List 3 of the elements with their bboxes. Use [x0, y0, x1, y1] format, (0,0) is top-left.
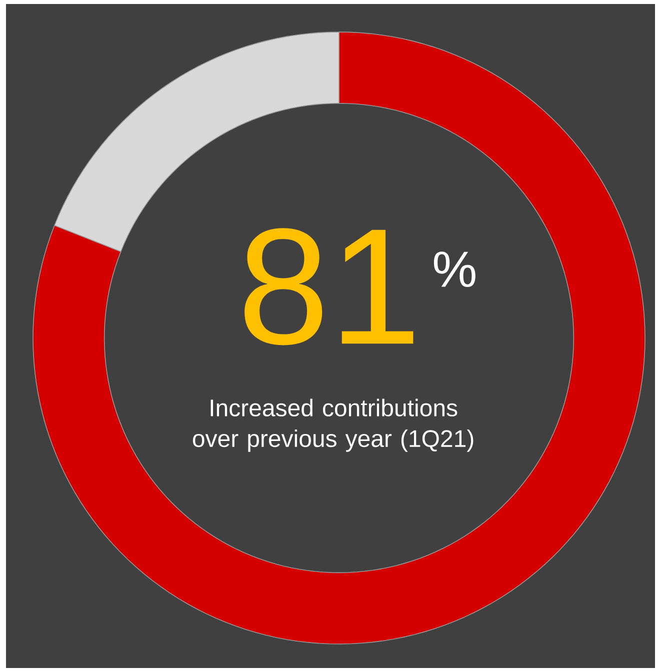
- text: 81: [244, 228, 414, 346]
- text: Increased contributions over previous year (1Q21): [192, 398, 474, 452]
- text: %: [434, 252, 476, 288]
